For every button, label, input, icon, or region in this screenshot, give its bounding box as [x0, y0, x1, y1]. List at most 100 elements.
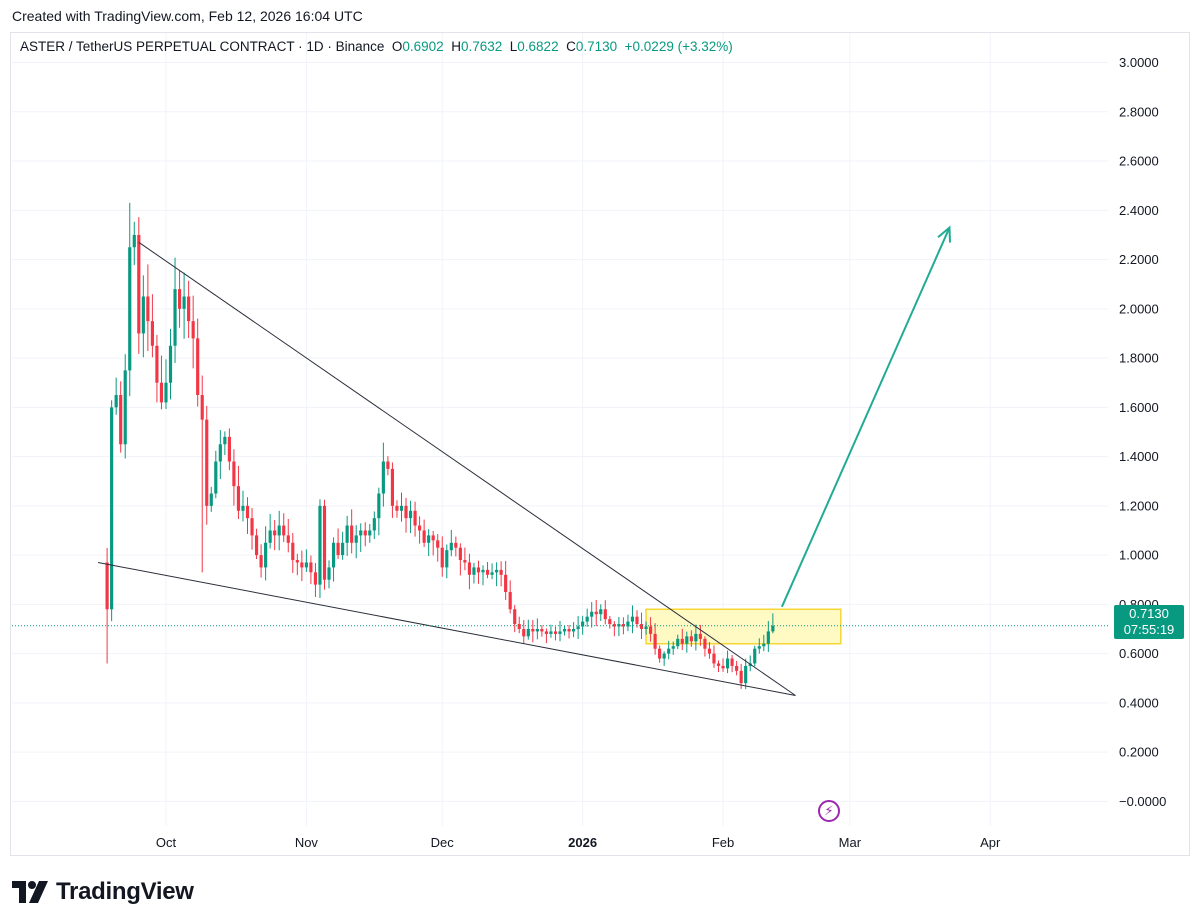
- candle-body: [562, 628, 567, 632]
- y-tick-label: 1.4000: [1119, 449, 1159, 464]
- candle-body: [694, 633, 698, 642]
- candle-body: [114, 395, 118, 408]
- candle-body: [725, 658, 730, 669]
- candle-body: [495, 569, 499, 573]
- candle-body: [499, 569, 503, 575]
- y-tick-label: 1.8000: [1119, 351, 1159, 366]
- candle-body: [209, 493, 213, 506]
- candle-body: [445, 550, 449, 568]
- y-tick-label: 0.4000: [1119, 695, 1159, 710]
- candle-body: [304, 562, 308, 568]
- ohlc-legend: ASTER / TetherUS PERPETUAL CONTRACT · 1D…: [20, 39, 733, 54]
- candle-body: [232, 461, 236, 487]
- y-tick-label: 2.6000: [1119, 154, 1159, 169]
- candle-body: [363, 530, 367, 536]
- candle-body: [331, 542, 336, 568]
- x-tick-label: Mar: [839, 835, 862, 850]
- candle-body: [771, 625, 775, 632]
- y-tick-label: 0.6000: [1119, 646, 1159, 661]
- y-tick-label: 1.6000: [1119, 400, 1159, 415]
- candle-body: [245, 505, 250, 519]
- last-price-tag: 0.7130 07:55:19: [1114, 605, 1184, 639]
- candle-body: [341, 542, 345, 556]
- candle-body: [621, 624, 625, 627]
- close-value: 0.7130: [575, 39, 618, 54]
- bar-countdown: 07:55:19: [1123, 622, 1175, 637]
- candle-body: [753, 648, 757, 664]
- candle-body: [390, 468, 395, 506]
- lower-trendline: [97, 561, 796, 696]
- y-tick-label: 2.2000: [1119, 252, 1159, 267]
- tv-logo-icon: [12, 881, 48, 903]
- candle-body: [223, 436, 227, 445]
- candle-body: [735, 665, 739, 671]
- open-label: O: [391, 39, 403, 54]
- candle-body: [639, 624, 644, 629]
- candle-body: [508, 592, 512, 610]
- candle-body: [594, 611, 598, 615]
- candle-body: [146, 296, 150, 322]
- candle-body: [404, 505, 408, 519]
- candle-body: [612, 624, 616, 627]
- candle-body: [436, 540, 440, 548]
- candle-body: [386, 461, 390, 469]
- candle-body: [712, 653, 716, 664]
- candle-body: [544, 631, 548, 634]
- y-tick-label: −0.0000: [1119, 794, 1166, 809]
- lightning-icon[interactable]: ⚡: [818, 800, 840, 822]
- candle-body: [187, 296, 191, 322]
- candle-body: [182, 296, 186, 309]
- candle-body: [689, 636, 693, 642]
- candle-body: [730, 658, 734, 666]
- brand-name: TradingView: [56, 878, 194, 905]
- candle-body: [599, 609, 603, 615]
- candle-body: [707, 648, 712, 654]
- candle-body: [381, 461, 385, 494]
- symbol-title[interactable]: ASTER / TetherUS PERPETUAL CONTRACT · 1D…: [20, 39, 385, 54]
- change-value: +0.0229 (+3.32%): [624, 39, 733, 54]
- candle-body: [137, 234, 141, 334]
- candle-body: [168, 345, 173, 383]
- candle-body: [250, 518, 254, 536]
- candle-body: [626, 621, 630, 627]
- candle-body: [703, 638, 707, 649]
- candle-body: [662, 653, 666, 659]
- candle-body: [282, 525, 286, 536]
- candle-body: [472, 567, 476, 575]
- candle-body: [408, 510, 413, 519]
- candle-body: [653, 633, 657, 649]
- candle-body: [205, 419, 209, 506]
- candle-body: [449, 542, 453, 551]
- high-value: 0.7632: [460, 39, 503, 54]
- candle-body: [531, 628, 535, 632]
- candle-body: [698, 633, 702, 639]
- upper-trendline: [138, 241, 796, 696]
- tradingview-logo[interactable]: TradingView: [12, 878, 194, 906]
- candle-body: [119, 395, 123, 445]
- candle-body: [359, 530, 363, 536]
- candle-body: [399, 505, 404, 511]
- candle-body: [572, 628, 576, 632]
- candle-body: [490, 572, 494, 575]
- candle-body: [132, 234, 136, 248]
- candle-body: [567, 628, 571, 632]
- candle-body: [254, 535, 259, 556]
- candle-body: [268, 530, 272, 543]
- candle-body: [300, 562, 304, 568]
- candle-body: [635, 616, 639, 625]
- breakout-zone: [645, 608, 842, 645]
- target-arrow-shaft: [781, 227, 951, 608]
- y-tick-label: 3.0000: [1119, 55, 1159, 70]
- candle-body: [345, 525, 349, 543]
- candle-body: [458, 547, 462, 561]
- candle-body: [648, 626, 653, 634]
- candle-body: [739, 670, 743, 684]
- candle-body: [395, 505, 399, 511]
- candle-body: [227, 436, 231, 462]
- low-label: L: [509, 39, 518, 54]
- candle-body: [422, 530, 426, 543]
- high-label: H: [451, 39, 461, 54]
- y-tick-label: 1.0000: [1119, 548, 1159, 563]
- candle-body: [173, 289, 177, 346]
